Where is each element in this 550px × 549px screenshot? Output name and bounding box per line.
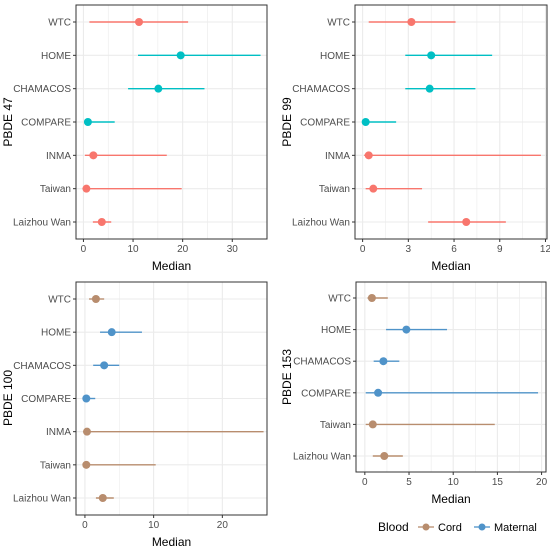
legend-key-maternal — [474, 523, 490, 531]
x-tick-label: 0 — [81, 244, 87, 255]
median-point-chamacos — [379, 357, 388, 366]
y-tick-label-home: HOME — [41, 328, 71, 339]
panel-border — [354, 4, 548, 240]
y-axis-title: PBDE 99 — [280, 97, 294, 147]
median-point-laizhou-wan — [462, 218, 471, 226]
median-point-laizhou-wan — [380, 452, 389, 460]
median-point-home — [427, 51, 436, 60]
panel-border — [75, 281, 268, 516]
x-tick-label: 10 — [148, 520, 160, 531]
legend-label-cord: Cord — [438, 522, 462, 534]
panel-border — [355, 281, 547, 473]
y-tick-label-laizhou-wan: Laizhou Wan — [13, 218, 71, 229]
median-point-taiwan — [82, 184, 91, 193]
x-tick-label: 3 — [406, 244, 412, 255]
y-tick-label-compare: COMPARE — [21, 394, 71, 405]
x-tick-label: 20 — [536, 477, 548, 488]
median-point-chamacos — [425, 84, 434, 93]
x-axis-title: Median — [431, 492, 470, 506]
y-tick-label-laizhou-wan: Laizhou Wan — [292, 218, 350, 229]
x-axis-title: Median — [152, 259, 191, 273]
x-tick-label: 10 — [127, 244, 139, 255]
y-tick-label-home: HOME — [41, 51, 71, 62]
median-point-taiwan — [369, 184, 378, 193]
x-axis-title: Median — [152, 535, 191, 549]
median-point-chamacos — [154, 84, 163, 93]
x-tick-label: 0 — [362, 477, 368, 488]
y-tick-label-taiwan: Taiwan — [40, 460, 71, 471]
panel-pbde-153: 0 5 10 15 20 WTC HOME CHAMACOS COMPARE Taiwan Laiz… — [280, 281, 548, 506]
y-axis-title: PBDE 153 — [280, 349, 294, 405]
panel-pbde-47: 0 10 20 30 WTC HOME CHAMACOS COMPARE INMA Taiwan L… — [1, 4, 268, 273]
y-tick-label-laizhou-wan: Laizhou Wan — [293, 452, 351, 463]
y-axis-title: PBDE 100 — [1, 370, 15, 426]
y-tick-label-chamacos: CHAMACOS — [13, 84, 71, 95]
median-point-wtc — [91, 295, 100, 303]
median-point-inma — [89, 151, 98, 160]
x-tick-label: 10 — [448, 477, 460, 488]
y-tick-label-compare: COMPARE — [301, 388, 351, 399]
legend-label-maternal: Maternal — [494, 522, 537, 534]
y-tick-label-inma: INMA — [325, 151, 350, 162]
y-tick-label-compare: COMPARE — [300, 118, 350, 129]
panel-pbde-100: 0 10 20 WTC HOME CHAMACOS COMPARE INMA Taiwan Lai… — [1, 281, 268, 549]
y-tick-label-chamacos: CHAMACOS — [292, 84, 350, 95]
legend-title: Blood — [378, 520, 409, 534]
median-point-home — [176, 51, 185, 60]
x-tick-label: 0 — [82, 520, 88, 531]
median-point-inma — [364, 151, 373, 160]
median-point-wtc — [367, 294, 376, 302]
median-point-wtc — [407, 18, 416, 26]
legend: Blood Cord Maternal — [378, 520, 537, 534]
y-tick-label-taiwan: Taiwan — [320, 420, 351, 431]
median-point-wtc — [135, 18, 144, 26]
y-tick-label-wtc: WTC — [327, 18, 350, 29]
median-point-compare — [83, 118, 92, 126]
y-tick-label-wtc: WTC — [48, 295, 71, 306]
x-tick-label: 6 — [451, 244, 457, 255]
x-tick-label: 12 — [540, 244, 550, 255]
median-point-laizhou-wan — [97, 218, 106, 226]
x-tick-label: 20 — [177, 244, 189, 255]
y-axis-title: PBDE 47 — [1, 97, 15, 147]
x-tick-label: 20 — [217, 520, 229, 531]
x-tick-label: 9 — [497, 244, 503, 255]
y-tick-label-home: HOME — [321, 325, 351, 336]
y-tick-label-inma: INMA — [46, 427, 71, 438]
median-point-compare — [374, 388, 383, 397]
panel-border — [75, 4, 268, 240]
x-axis-title: Median — [431, 259, 470, 273]
legend-key-cord — [418, 523, 434, 531]
y-tick-label-compare: COMPARE — [21, 118, 71, 129]
median-point-home — [107, 328, 116, 337]
x-tick-label: 30 — [227, 244, 239, 255]
x-tick-label: 0 — [360, 244, 366, 255]
y-tick-label-inma: INMA — [46, 151, 71, 162]
median-point-inma — [82, 427, 91, 436]
median-point-taiwan — [368, 420, 377, 429]
panel-pbde-99: 0 3 6 9 12 WTC HOME CHAMACOS COMPARE INMA Taiwan La… — [280, 4, 550, 273]
median-point-taiwan — [82, 460, 91, 469]
y-tick-label-wtc: WTC — [328, 294, 351, 305]
y-tick-label-taiwan: Taiwan — [40, 184, 71, 195]
panel-background — [356, 282, 546, 472]
y-tick-label-chamacos: CHAMACOS — [13, 361, 71, 372]
median-point-compare — [82, 394, 91, 403]
y-tick-label-home: HOME — [320, 51, 350, 62]
x-tick-label: 5 — [406, 477, 412, 488]
x-tick-label: 15 — [492, 477, 504, 488]
median-point-chamacos — [100, 361, 109, 370]
median-point-compare — [361, 118, 370, 126]
median-point-laizhou-wan — [98, 494, 107, 502]
y-tick-label-taiwan: Taiwan — [319, 184, 350, 195]
y-tick-label-chamacos: CHAMACOS — [293, 357, 351, 368]
y-tick-label-wtc: WTC — [48, 18, 71, 29]
y-tick-label-laizhou-wan: Laizhou Wan — [13, 494, 71, 505]
median-point-home — [402, 325, 411, 334]
